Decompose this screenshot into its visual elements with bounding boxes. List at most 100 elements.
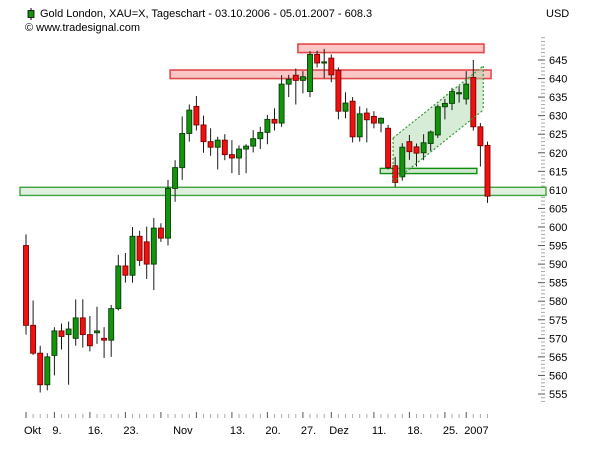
y-axis-tick-label: 565 — [549, 352, 567, 364]
candlestick — [349, 97, 356, 143]
candle-body-down — [30, 324, 37, 354]
x-axis-tick-label: Dez — [329, 425, 349, 437]
candle-body-up — [278, 83, 285, 124]
candlestick — [207, 128, 214, 156]
candle-body-up — [441, 102, 448, 108]
candlestick — [406, 134, 413, 160]
candlestick — [193, 95, 200, 131]
y-axis-tick-label: 575 — [549, 315, 567, 327]
candlestick — [399, 143, 406, 181]
y-axis-tick-label: 605 — [549, 203, 567, 215]
candle-body-up — [378, 117, 384, 124]
candle-body-down — [271, 118, 278, 124]
candle-body-up — [236, 148, 242, 159]
candlestick — [221, 134, 228, 161]
candlestick — [200, 115, 207, 153]
candlestick — [427, 130, 434, 151]
candlestick — [44, 353, 51, 391]
candle-body-up — [214, 139, 221, 148]
x-axis-tick-label: 13. — [230, 425, 245, 437]
candle-body-down — [349, 100, 356, 138]
candle-body-up — [150, 227, 157, 265]
candle-body-up — [463, 83, 470, 100]
candlestick — [58, 323, 65, 350]
candlestick — [122, 252, 129, 283]
rising-channel-upper-line — [392, 65, 484, 139]
y-axis-tick-label: 585 — [549, 278, 567, 290]
candle-body-down — [363, 112, 370, 121]
candlestick — [243, 144, 250, 174]
candlestick — [72, 299, 79, 346]
candle-body-up — [264, 118, 271, 133]
candlestick — [186, 104, 193, 142]
candle-body-up — [399, 146, 406, 178]
candle-body-up — [94, 330, 100, 334]
candle-body-up — [250, 138, 257, 147]
candlestick — [157, 223, 164, 242]
y-axis-tick-label: 620 — [549, 148, 567, 160]
candlestick — [321, 48, 328, 79]
candle-body-down — [23, 245, 29, 326]
x-axis-tick-label: Nov — [173, 425, 193, 437]
candle-body-down — [157, 227, 164, 239]
candle-body-up — [179, 133, 186, 169]
x-axis-tick-label: 11. — [372, 425, 386, 437]
candle-body-up — [449, 91, 455, 104]
currency-unit-label: USD — [546, 8, 570, 20]
candlestick — [214, 136, 221, 170]
candle-body-down — [200, 124, 207, 143]
candlestick — [328, 54, 335, 83]
candle-body-down — [413, 146, 420, 154]
candle-body-down — [477, 126, 484, 147]
candle-body-up — [285, 78, 292, 85]
candlestick — [228, 140, 235, 174]
candle-body-down — [470, 76, 477, 128]
candlestick — [363, 108, 370, 143]
candle-body-up — [257, 131, 264, 140]
candle-body-down — [292, 74, 299, 81]
candlestick — [101, 327, 108, 358]
candle-body-up — [243, 145, 250, 150]
candle-body-up — [44, 356, 51, 386]
x-axis-tick-label: 27. — [301, 425, 316, 437]
candle-body-up — [307, 53, 313, 92]
candle-body-down — [370, 115, 377, 124]
candlestick — [477, 123, 484, 167]
rising-channel-lower-line — [392, 109, 484, 183]
candlestick — [342, 92, 349, 119]
y-axis-tick-label: 595 — [549, 241, 567, 253]
candlestick — [285, 74, 292, 98]
candlestick — [370, 111, 377, 129]
candlestick — [356, 106, 363, 142]
candlestick — [385, 124, 392, 170]
candlestick — [463, 71, 470, 105]
candlestick — [434, 104, 441, 138]
candlestick — [86, 316, 93, 352]
candlestick — [449, 87, 455, 111]
candlestick — [335, 67, 342, 120]
candlestick — [129, 226, 136, 283]
candle-body-down — [101, 337, 108, 341]
y-axis-tick-label: 555 — [549, 389, 567, 401]
candlestick — [314, 50, 321, 68]
candlestick — [484, 141, 491, 203]
candlestick — [456, 85, 463, 103]
candlestick — [30, 300, 37, 356]
candlestick — [264, 114, 271, 145]
candle-body-up — [321, 61, 328, 64]
y-axis-tick-label: 590 — [549, 259, 567, 271]
candle-body-up — [51, 330, 58, 356]
candle-body-up — [129, 235, 136, 276]
x-axis-tick-label: 20. — [265, 425, 280, 437]
y-axis-tick-label: 635 — [549, 92, 567, 104]
candlestick-instrument-icon — [27, 8, 35, 20]
candle-body-down — [37, 352, 44, 386]
candlestick — [420, 134, 427, 161]
candle-body-up — [342, 102, 349, 112]
candle-body-down — [228, 154, 235, 159]
candlestick — [179, 116, 186, 180]
candlestick — [257, 126, 264, 150]
x-axis-tick-label: 16. — [88, 425, 103, 437]
